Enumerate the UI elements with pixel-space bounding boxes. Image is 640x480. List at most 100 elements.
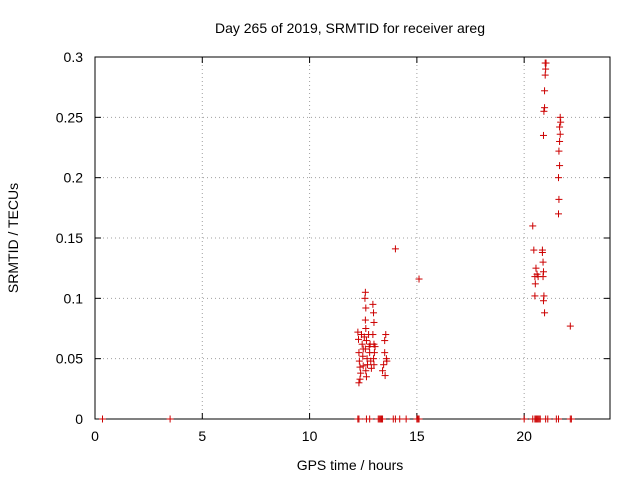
data-point (555, 415, 562, 423)
y-tick-label: 0.1 (64, 290, 84, 306)
data-point (556, 123, 564, 131)
y-tick-label: 0.05 (56, 351, 83, 367)
data-point (415, 275, 423, 283)
x-tick-label: 20 (516, 428, 532, 444)
data-point (542, 59, 550, 67)
data-point (354, 328, 362, 336)
data-point (539, 297, 547, 305)
data-point (520, 415, 528, 423)
data-point (362, 373, 370, 381)
data-point (355, 415, 363, 423)
data-point (361, 316, 369, 324)
x-tick-label: 5 (198, 428, 206, 444)
data-point (364, 361, 372, 369)
data-point (370, 361, 378, 369)
data-point (556, 162, 564, 170)
data-point (356, 363, 364, 371)
data-point (555, 174, 562, 182)
data-point (382, 331, 390, 339)
data-point (370, 309, 378, 317)
data-point (539, 258, 547, 266)
x-tick-label: 0 (91, 428, 99, 444)
data-point (370, 349, 378, 357)
data-point (370, 355, 378, 363)
data-point (544, 415, 552, 423)
chart-title: Day 265 of 2019, SRMTID for receiver are… (215, 20, 485, 36)
x-tick-label: 10 (302, 428, 318, 444)
data-point (541, 87, 549, 95)
data-point (530, 246, 538, 254)
data-point (541, 104, 549, 112)
data-point (381, 337, 389, 345)
data-point (362, 337, 370, 345)
data-point (366, 415, 374, 423)
data-point (362, 304, 370, 312)
y-tick-label: 0.25 (56, 109, 83, 125)
data-point (381, 349, 389, 357)
data-point (355, 335, 363, 343)
data-point (391, 245, 399, 253)
data-point (396, 415, 404, 423)
x-tick-label: 15 (409, 428, 425, 444)
data-point (542, 65, 550, 73)
data-point (555, 195, 563, 203)
data-point (529, 222, 537, 230)
data-point (166, 415, 174, 423)
data-point (363, 355, 371, 363)
data-point (369, 300, 377, 308)
data-point (367, 364, 375, 372)
data-point (358, 340, 366, 348)
x-axis-label: GPS time / hours (297, 457, 404, 473)
data-point (355, 349, 363, 357)
data-point (359, 352, 367, 360)
data-point (538, 248, 546, 256)
data-point (379, 367, 387, 375)
y-axis-label: SRMTID / TECUs (5, 183, 21, 293)
data-point (566, 322, 574, 330)
data-point (402, 415, 410, 423)
data-point (556, 137, 564, 145)
y-tick-label: 0 (75, 411, 83, 427)
y-tick-label: 0.15 (56, 230, 83, 246)
data-point (380, 361, 388, 369)
data-points (99, 59, 575, 423)
data-point (532, 264, 540, 272)
data-point (362, 367, 370, 375)
data-point (360, 333, 368, 341)
data-point (531, 280, 539, 288)
axis-ticks: 0 5 10 15 20 0 0.05 0.1 0.15 0.2 0.25 0.3 (56, 49, 610, 444)
data-point (99, 415, 107, 423)
data-point (369, 331, 377, 339)
data-point (567, 415, 575, 423)
data-point (379, 415, 387, 423)
y-tick-label: 0.3 (64, 49, 84, 65)
y-tick-label: 0.2 (64, 170, 84, 186)
data-point (362, 325, 370, 332)
data-point (361, 345, 369, 353)
data-point (539, 273, 547, 281)
grid-lines (95, 57, 610, 419)
data-point (370, 318, 378, 326)
data-point (356, 375, 364, 383)
data-point (355, 357, 363, 365)
data-point (541, 71, 549, 79)
plot-frame (94, 56, 611, 420)
data-point (371, 343, 379, 351)
data-point (381, 372, 389, 380)
data-point (556, 130, 564, 138)
data-point (555, 147, 563, 155)
data-point (355, 379, 363, 387)
data-point (383, 357, 391, 365)
data-point (556, 113, 564, 121)
data-point (357, 369, 365, 377)
data-point (541, 309, 549, 317)
data-point (415, 415, 423, 423)
data-point (359, 362, 367, 370)
data-point (531, 292, 539, 300)
data-point (361, 288, 369, 296)
data-point (539, 131, 547, 139)
data-point (555, 210, 562, 218)
data-point (361, 294, 369, 302)
data-point (540, 107, 548, 115)
